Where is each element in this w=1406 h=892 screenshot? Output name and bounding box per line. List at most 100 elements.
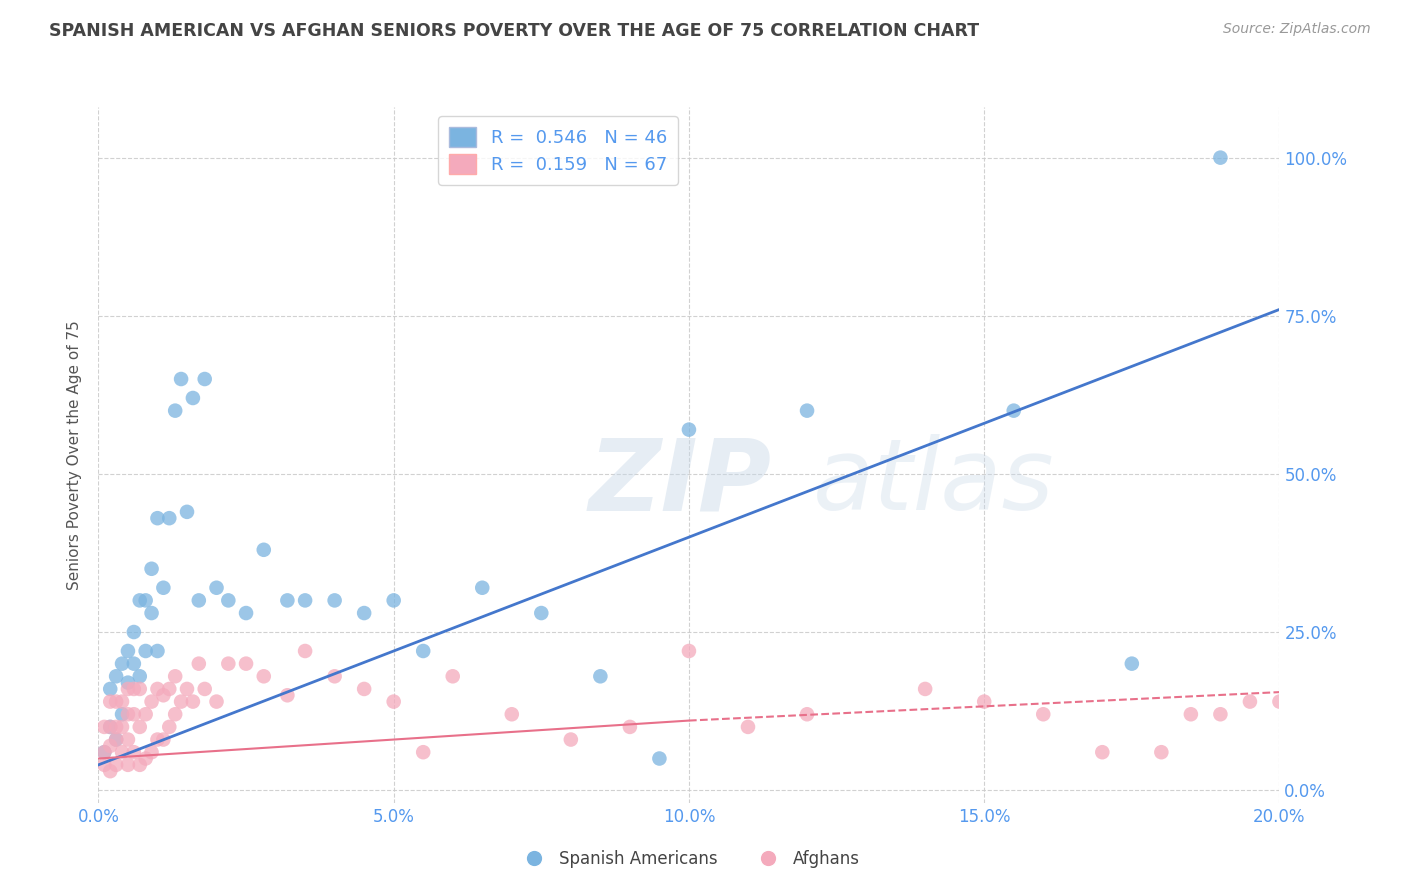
Point — [737, 720, 759, 734]
Point — [253, 669, 276, 683]
Point — [128, 720, 150, 734]
Point — [187, 657, 209, 671]
Point — [1268, 695, 1291, 709]
Point — [217, 657, 239, 671]
Point — [122, 681, 145, 696]
Point — [648, 751, 671, 765]
Point — [181, 391, 204, 405]
Point — [194, 372, 217, 386]
Point — [323, 593, 346, 607]
Point — [382, 695, 405, 709]
Point — [1180, 707, 1202, 722]
Point — [1239, 695, 1261, 709]
Point — [471, 581, 494, 595]
Point — [157, 681, 180, 696]
Legend: Spanish Americans, Afghans: Spanish Americans, Afghans — [512, 843, 866, 874]
Point — [165, 707, 187, 722]
Point — [1091, 745, 1114, 759]
Point — [98, 681, 121, 696]
Text: atlas: atlas — [813, 434, 1054, 532]
Point — [619, 720, 641, 734]
Point — [105, 757, 128, 772]
Point — [165, 669, 187, 683]
Point — [276, 593, 298, 607]
Point — [1121, 657, 1143, 671]
Point — [93, 745, 115, 759]
Point — [122, 657, 145, 671]
Point — [105, 669, 128, 683]
Point — [181, 695, 204, 709]
Point — [146, 732, 169, 747]
Point — [128, 669, 150, 683]
Point — [93, 757, 115, 772]
Point — [98, 720, 121, 734]
Point — [176, 505, 198, 519]
Point — [253, 542, 276, 557]
Point — [796, 707, 818, 722]
Point — [135, 593, 157, 607]
Point — [111, 745, 134, 759]
Point — [152, 688, 174, 702]
Point — [135, 644, 157, 658]
Point — [217, 593, 239, 607]
Point — [141, 695, 163, 709]
Point — [412, 745, 434, 759]
Point — [122, 745, 145, 759]
Point — [165, 403, 187, 417]
Point — [441, 669, 464, 683]
Point — [353, 606, 375, 620]
Point — [122, 707, 145, 722]
Point — [111, 720, 134, 734]
Point — [176, 681, 198, 696]
Point — [98, 764, 121, 779]
Point — [117, 644, 139, 658]
Point — [111, 707, 134, 722]
Point — [678, 644, 700, 658]
Point — [117, 732, 139, 747]
Point — [105, 695, 128, 709]
Point — [141, 745, 163, 759]
Point — [105, 732, 128, 747]
Point — [146, 681, 169, 696]
Point — [589, 669, 612, 683]
Point — [1002, 403, 1025, 417]
Point — [98, 739, 121, 753]
Point — [1209, 151, 1232, 165]
Point — [678, 423, 700, 437]
Y-axis label: Seniors Poverty Over the Age of 75: Seniors Poverty Over the Age of 75 — [67, 320, 83, 590]
Point — [111, 695, 134, 709]
Point — [141, 606, 163, 620]
Point — [117, 707, 139, 722]
Point — [276, 688, 298, 702]
Point — [152, 732, 174, 747]
Point — [122, 625, 145, 640]
Point — [105, 720, 128, 734]
Point — [135, 707, 157, 722]
Point — [205, 695, 228, 709]
Point — [128, 593, 150, 607]
Point — [323, 669, 346, 683]
Point — [152, 581, 174, 595]
Point — [93, 745, 115, 759]
Point — [157, 720, 180, 734]
Point — [353, 681, 375, 696]
Point — [117, 675, 139, 690]
Point — [117, 681, 139, 696]
Point — [128, 681, 150, 696]
Point — [98, 695, 121, 709]
Point — [530, 606, 553, 620]
Point — [128, 757, 150, 772]
Point — [141, 562, 163, 576]
Point — [146, 644, 169, 658]
Point — [382, 593, 405, 607]
Point — [146, 511, 169, 525]
Point — [560, 732, 582, 747]
Text: Source: ZipAtlas.com: Source: ZipAtlas.com — [1223, 22, 1371, 37]
Text: SPANISH AMERICAN VS AFGHAN SENIORS POVERTY OVER THE AGE OF 75 CORRELATION CHART: SPANISH AMERICAN VS AFGHAN SENIORS POVER… — [49, 22, 980, 40]
Point — [1150, 745, 1173, 759]
Point — [501, 707, 523, 722]
Point — [98, 720, 121, 734]
Point — [235, 657, 257, 671]
Point — [194, 681, 217, 696]
Point — [412, 644, 434, 658]
